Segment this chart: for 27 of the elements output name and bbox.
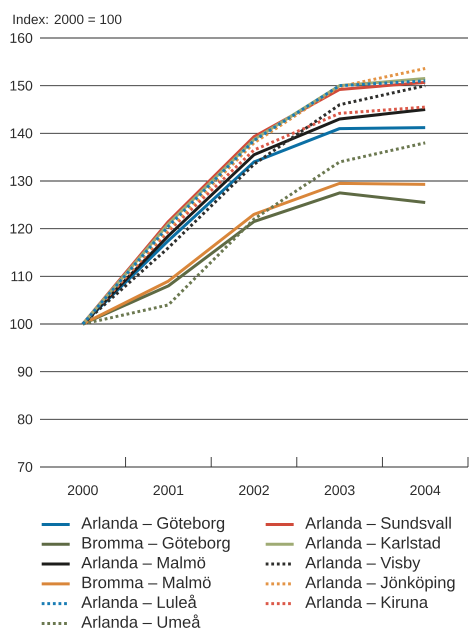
y-tick-label: 120 [10, 224, 32, 234]
y-axis-title: Index: 2000 = 100 [13, 14, 122, 24]
legend-label: Arlanda – Malmö [81, 556, 206, 568]
legend-label: Arlanda – Jönköping [305, 576, 455, 592]
y-tick-label: 80 [18, 414, 32, 424]
legend-label: Arlanda – Luleå [81, 594, 197, 608]
y-tick-label: 70 [18, 462, 32, 472]
legend-label: Bromma – Göteborg [82, 536, 230, 552]
legend-label: Arlanda – Sundsvall [305, 516, 451, 529]
x-tick-label: 2002 [239, 485, 269, 496]
y-tick-label: 110 [12, 271, 32, 282]
x-tick-label: 2000 [68, 485, 98, 496]
x-tick-label: 2003 [324, 485, 355, 496]
x-tick-label: 2004 [410, 485, 440, 496]
x-tick-label: 2001 [154, 485, 184, 496]
legend-label: Arlanda – Kiruna [305, 596, 428, 608]
y-tick-label: 160 [10, 33, 32, 43]
legend-label: Arlanda – Göteborg [81, 516, 224, 532]
y-tick-label: 140 [10, 128, 32, 138]
y-tick-label: 150 [10, 80, 32, 91]
legend-label: Bromma – Malmö [82, 576, 211, 588]
y-tick-label: 100 [10, 319, 32, 329]
legend-label: Arlanda – Visby [305, 556, 420, 572]
y-tick-label: 90 [18, 366, 32, 377]
legend-label: Arlanda – Umeå [81, 614, 200, 628]
y-tick-label: 130 [10, 176, 32, 186]
legend-label: Arlanda – Karlstad [305, 536, 440, 549]
